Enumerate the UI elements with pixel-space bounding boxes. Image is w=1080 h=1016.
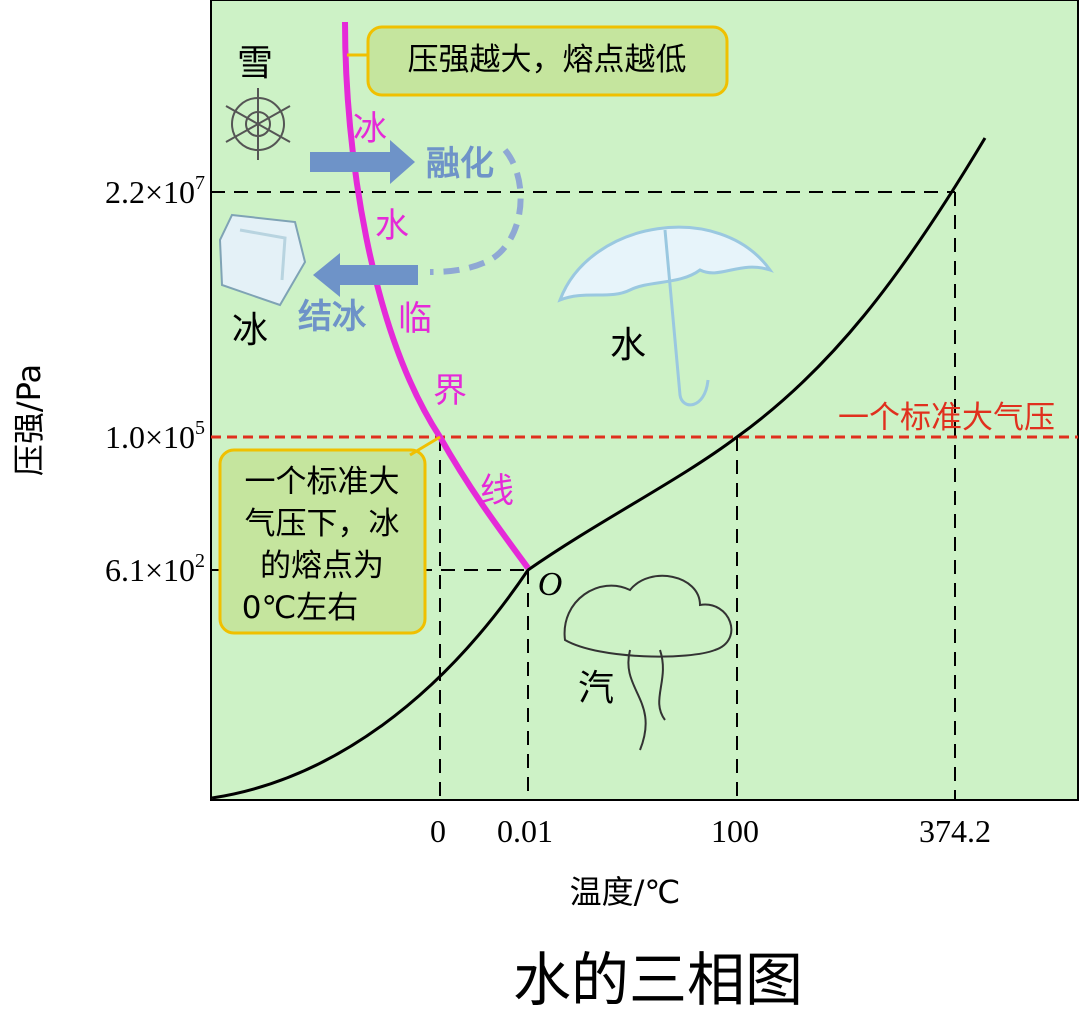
- x-tick-label: 0: [430, 813, 446, 849]
- y-tick-labels: 2.2×107 1.0×105 6.1×102: [105, 172, 205, 588]
- note-line: 一个标准大: [245, 464, 400, 500]
- y-tick-label: 6.1×102: [105, 550, 205, 588]
- connector: [409, 435, 441, 457]
- triple-point-label: O: [538, 566, 563, 603]
- freeze-label: 结冰: [298, 297, 367, 337]
- arrows: [310, 140, 418, 297]
- umbrella-icon: [557, 225, 774, 407]
- x-tick-label: 100: [711, 813, 759, 849]
- region-label: 汽: [578, 668, 614, 709]
- region-label: 雪: [237, 43, 273, 84]
- curve-char: 冰: [353, 109, 387, 149]
- y-tick-label: 2.2×107: [105, 172, 205, 210]
- melting-curve: [342, 21, 531, 570]
- vaporization-curve: [211, 137, 987, 800]
- x-axis-label: 温度/℃: [570, 873, 681, 911]
- curve-char: 临: [398, 299, 432, 339]
- curve-char: 界: [433, 371, 467, 411]
- x-tick-label: 0.01: [497, 813, 553, 849]
- cycle-path: [429, 148, 524, 275]
- standard-pressure-label: 一个标准大气压: [838, 400, 1055, 436]
- x-tick-label: 374.2: [919, 813, 991, 849]
- guide-lines: [211, 191, 956, 800]
- y-axis-label: 压强/Pa: [10, 364, 48, 476]
- region-labels: 雪 冰 水 汽: [232, 43, 646, 709]
- melting-curve-label: 冰 水 临 界 线: [353, 109, 514, 511]
- region-label: 水: [610, 325, 646, 366]
- curve-char: 线: [480, 471, 514, 511]
- curve-char: 水: [375, 206, 409, 246]
- melting-note: 一个标准大 气压下，冰 的熔点为 0℃左右: [242, 464, 400, 626]
- diagram-title: 水的三相图: [513, 946, 803, 1014]
- snowflake-icon: [225, 88, 291, 160]
- plot-area: [210, 0, 1079, 801]
- region-label: 冰: [232, 310, 268, 351]
- pressure-note-box: [366, 25, 729, 97]
- pressure-note: 压强越大，熔点越低: [408, 42, 687, 78]
- x-tick-labels: 0 0.01 100 374.2: [430, 813, 991, 849]
- melting-note-box: [218, 448, 427, 635]
- note-line: 0℃左右: [242, 590, 359, 626]
- note-line: 的熔点为: [260, 548, 384, 584]
- melt-label: 融化: [426, 144, 494, 184]
- note-line: 气压下，冰: [245, 506, 400, 542]
- y-tick-label: 1.0×105: [105, 417, 205, 455]
- cloud-icon: [563, 574, 733, 751]
- ice-cube-icon: [218, 213, 307, 307]
